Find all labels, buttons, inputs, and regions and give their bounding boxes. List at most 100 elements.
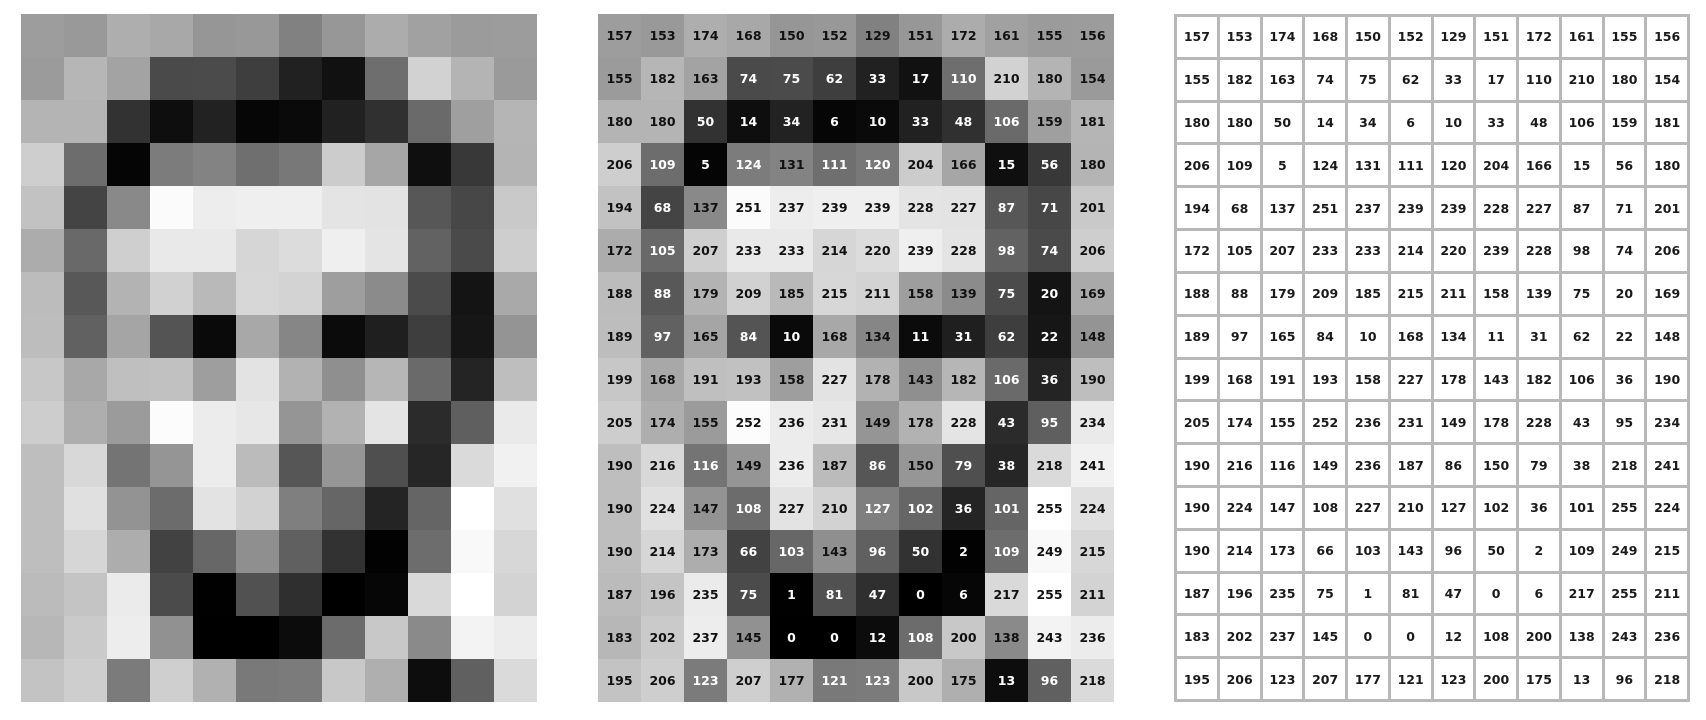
table-cell: 234 bbox=[1647, 402, 1687, 443]
pixel-cell bbox=[107, 401, 150, 444]
pixel-cell bbox=[451, 444, 494, 487]
pixel-cell bbox=[64, 186, 107, 229]
table-cell: 182 bbox=[1519, 359, 1559, 400]
pixel-value-cell: 180 bbox=[598, 100, 641, 143]
pixel-cell bbox=[408, 315, 451, 358]
pixel-value-cell: 47 bbox=[856, 573, 899, 616]
pixel-cell bbox=[279, 229, 322, 272]
pixel-cell bbox=[21, 229, 64, 272]
pixel-value-cell: 110 bbox=[942, 57, 985, 100]
pixel-value-cell: 147 bbox=[684, 487, 727, 530]
pixel-cell bbox=[279, 401, 322, 444]
table-cell: 231 bbox=[1390, 402, 1431, 443]
pixel-cell bbox=[64, 401, 107, 444]
pixel-value-cell: 71 bbox=[1028, 186, 1071, 229]
pixel-value-cell: 131 bbox=[770, 143, 813, 186]
table-cell: 168 bbox=[1305, 17, 1345, 57]
table-cell: 237 bbox=[1262, 616, 1303, 657]
table-cell: 216 bbox=[1219, 445, 1260, 485]
pixel-value-cell: 5 bbox=[684, 143, 727, 186]
table-cell: 149 bbox=[1305, 445, 1345, 485]
pixel-cell bbox=[150, 57, 193, 100]
table-cell: 84 bbox=[1305, 316, 1345, 357]
pixel-value-cell: 158 bbox=[770, 358, 813, 401]
table-cell: 249 bbox=[1604, 530, 1645, 571]
pixel-cell bbox=[193, 315, 236, 358]
table-cell: 5 bbox=[1262, 145, 1303, 186]
table-cell: 169 bbox=[1647, 273, 1687, 314]
pixel-value-cell: 227 bbox=[770, 487, 813, 530]
pixel-value-cell: 199 bbox=[598, 358, 641, 401]
table-cell: 199 bbox=[1177, 359, 1217, 400]
pixel-cell bbox=[408, 358, 451, 401]
table-cell: 98 bbox=[1561, 231, 1602, 271]
table-cell: 218 bbox=[1647, 659, 1687, 699]
pixel-cell bbox=[279, 57, 322, 100]
table-cell: 214 bbox=[1390, 231, 1431, 271]
table-cell: 158 bbox=[1348, 359, 1388, 400]
pixel-cell bbox=[322, 444, 365, 487]
table-cell: 172 bbox=[1519, 17, 1559, 57]
table-cell: 161 bbox=[1561, 17, 1602, 57]
pixel-cell bbox=[21, 186, 64, 229]
table-cell: 12 bbox=[1433, 616, 1474, 657]
table-cell: 50 bbox=[1262, 102, 1303, 143]
table-cell: 155 bbox=[1177, 59, 1217, 100]
table-cell: 163 bbox=[1262, 59, 1303, 100]
pixel-value-cell: 143 bbox=[813, 530, 856, 573]
pixel-cell bbox=[236, 616, 279, 659]
pixel-value-cell: 190 bbox=[598, 444, 641, 487]
pixel-value-cell: 239 bbox=[899, 229, 942, 272]
table-cell: 143 bbox=[1390, 530, 1431, 571]
table-cell: 180 bbox=[1604, 59, 1645, 100]
table-cell: 200 bbox=[1476, 659, 1516, 699]
pixel-value-cell: 15 bbox=[985, 143, 1028, 186]
table-cell: 227 bbox=[1390, 359, 1431, 400]
pixel-value-cell: 194 bbox=[598, 186, 641, 229]
pixel-cell bbox=[64, 444, 107, 487]
pixel-cell bbox=[64, 272, 107, 315]
table-cell: 6 bbox=[1390, 102, 1431, 143]
pixel-cell bbox=[494, 14, 537, 57]
table-cell: 224 bbox=[1647, 487, 1687, 528]
pixel-cell bbox=[451, 14, 494, 57]
pixel-value-cell: 239 bbox=[856, 186, 899, 229]
pixel-cell bbox=[21, 401, 64, 444]
pixel-value-cell: 17 bbox=[899, 57, 942, 100]
table-cell: 105 bbox=[1219, 231, 1260, 271]
pixel-value-cell: 87 bbox=[985, 186, 1028, 229]
pixel-value-cell: 206 bbox=[1071, 229, 1114, 272]
pixel-cell bbox=[322, 616, 365, 659]
pixel-cell bbox=[451, 229, 494, 272]
table-cell: 183 bbox=[1177, 616, 1217, 657]
pixel-value-cell: 181 bbox=[1071, 100, 1114, 143]
pixel-value-cell: 116 bbox=[684, 444, 727, 487]
pixel-value-cell: 149 bbox=[727, 444, 770, 487]
pixel-cell bbox=[150, 100, 193, 143]
pixel-cell bbox=[193, 358, 236, 401]
pixel-cell bbox=[408, 100, 451, 143]
pixel-value-cell: 172 bbox=[598, 229, 641, 272]
pixel-value-cell: 137 bbox=[684, 186, 727, 229]
pixel-value-cell: 148 bbox=[1071, 315, 1114, 358]
pixel-cell bbox=[451, 272, 494, 315]
pixel-value-cell: 86 bbox=[856, 444, 899, 487]
pixel-value-cell: 234 bbox=[1071, 401, 1114, 444]
table-cell: 218 bbox=[1604, 445, 1645, 485]
pixel-cell bbox=[451, 57, 494, 100]
pixel-cell bbox=[494, 229, 537, 272]
pixel-value-cell: 97 bbox=[641, 315, 684, 358]
table-cell: 235 bbox=[1262, 573, 1303, 614]
pixel-value-cell: 182 bbox=[942, 358, 985, 401]
pixel-value-cell: 180 bbox=[1071, 143, 1114, 186]
table-cell: 87 bbox=[1561, 188, 1602, 229]
table-cell: 108 bbox=[1305, 487, 1345, 528]
pixel-cell bbox=[21, 358, 64, 401]
pixel-value-cell: 210 bbox=[813, 487, 856, 530]
pixel-value-cell: 224 bbox=[641, 487, 684, 530]
pixel-cell bbox=[236, 14, 279, 57]
pixel-value-cell: 36 bbox=[942, 487, 985, 530]
table-cell: 204 bbox=[1476, 145, 1516, 186]
table-cell: 178 bbox=[1433, 359, 1474, 400]
pixel-value-cell: 145 bbox=[727, 616, 770, 659]
